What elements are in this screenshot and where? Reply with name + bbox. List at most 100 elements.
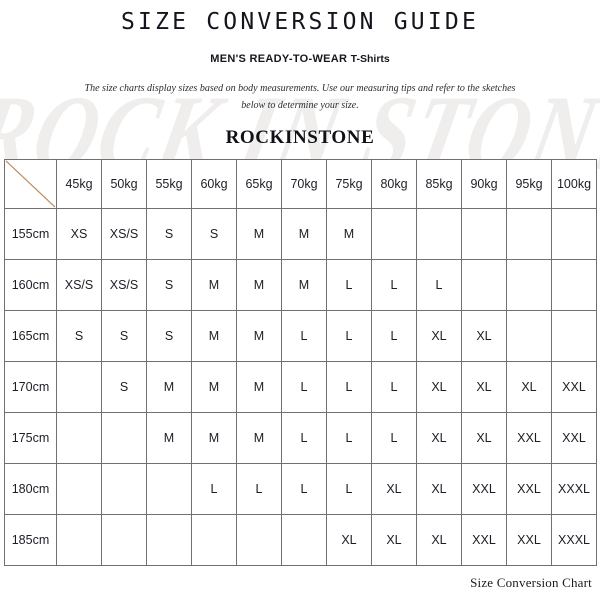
table-row: 165cm S S S M M L L L XL XL <box>4 310 597 362</box>
column-header-75kg: 75kg <box>326 159 372 209</box>
diagonal-divider-icon <box>5 160 56 208</box>
size-cell: XL <box>461 310 507 362</box>
column-header-70kg: 70kg <box>281 159 327 209</box>
page-header: SIZE CONVERSION GUIDE MEN'S READY-TO-WEA… <box>0 0 600 149</box>
table-row: 160cm XS/S XS/S S M M M L L L <box>4 259 597 311</box>
column-header-85kg: 85kg <box>416 159 462 209</box>
size-cell <box>101 463 147 515</box>
size-cell: M <box>146 412 192 464</box>
size-cell: L <box>371 361 417 413</box>
row-header-155cm: 155cm <box>4 208 57 260</box>
size-cell: M <box>281 259 327 311</box>
size-cell <box>461 208 507 260</box>
size-cell: S <box>56 310 102 362</box>
column-header-100kg: 100kg <box>551 159 597 209</box>
size-cell: L <box>326 259 372 311</box>
column-header-95kg: 95kg <box>506 159 552 209</box>
size-cell: L <box>326 310 372 362</box>
size-cell: M <box>191 412 237 464</box>
size-cell <box>506 310 552 362</box>
size-cell: S <box>101 361 147 413</box>
row-header-165cm: 165cm <box>4 310 57 362</box>
table-row: 180cm L L L L XL XL XXL XXL XXXL <box>4 463 597 515</box>
size-cell: L <box>371 310 417 362</box>
size-cell: M <box>236 259 282 311</box>
size-cell: L <box>281 463 327 515</box>
size-cell: XXL <box>506 463 552 515</box>
size-cell: XXL <box>461 463 507 515</box>
column-header-60kg: 60kg <box>191 159 237 209</box>
size-cell: L <box>281 361 327 413</box>
size-conversion-table: 45kg 50kg 55kg 60kg 65kg 70kg 75kg 80kg 85kg 90kg… <box>4 159 597 566</box>
size-cell <box>56 412 102 464</box>
size-cell: XS <box>56 208 102 260</box>
column-header-80kg: 80kg <box>371 159 417 209</box>
size-cell <box>146 514 192 566</box>
size-cell: XL <box>416 361 462 413</box>
size-cell: L <box>281 310 327 362</box>
column-header-90kg: 90kg <box>461 159 507 209</box>
table-row: 170cm S M M M L L L XL XL XL XXL <box>4 361 597 413</box>
size-cell: L <box>326 463 372 515</box>
subtitle-product: T-Shirts <box>350 53 390 65</box>
corner-cell <box>4 159 57 209</box>
size-cell: L <box>371 259 417 311</box>
size-cell: L <box>281 412 327 464</box>
table-header-row-group: 45kg 50kg 55kg 60kg 65kg 70kg 75kg 80kg 85kg 90kg… <box>4 159 597 209</box>
table-row: 175cm M M M L L L XL XL XXL XXL <box>4 412 597 464</box>
size-cell <box>551 259 597 311</box>
row-header-185cm: 185cm <box>4 514 57 566</box>
size-cell: XL <box>416 514 462 566</box>
size-cell: M <box>191 259 237 311</box>
size-cell <box>101 514 147 566</box>
table-body: 155cm XS XS/S S S M M M 160cm XS/S XS/S S M M M L L L 165c… <box>4 208 597 566</box>
size-cell: M <box>281 208 327 260</box>
size-cell <box>461 259 507 311</box>
size-cell <box>416 208 462 260</box>
size-cell <box>281 514 327 566</box>
size-cell: XXL <box>551 361 597 413</box>
size-cell: L <box>326 412 372 464</box>
column-header-65kg: 65kg <box>236 159 282 209</box>
size-cell <box>506 259 552 311</box>
size-cell <box>146 463 192 515</box>
size-cell: L <box>371 412 417 464</box>
size-cell <box>101 412 147 464</box>
row-header-175cm: 175cm <box>4 412 57 464</box>
size-cell: XL <box>461 361 507 413</box>
size-cell: M <box>326 208 372 260</box>
size-cell: L <box>326 361 372 413</box>
size-cell: XXL <box>551 412 597 464</box>
brand-name: ROCKINSTONE <box>225 127 375 148</box>
size-cell: L <box>191 463 237 515</box>
size-cell: XL <box>416 310 462 362</box>
size-cell: XL <box>416 463 462 515</box>
size-cell: XXXL <box>551 514 597 566</box>
column-header-45kg: 45kg <box>56 159 102 209</box>
size-cell: M <box>191 361 237 413</box>
size-cell: S <box>101 310 147 362</box>
size-cell <box>371 208 417 260</box>
size-cell <box>56 514 102 566</box>
row-header-170cm: 170cm <box>4 361 57 413</box>
size-cell: XXL <box>506 514 552 566</box>
size-cell: XXL <box>506 412 552 464</box>
page-subtitle: MEN'S READY-TO-WEAR T-Shirts <box>0 52 600 66</box>
table-row: 185cm XL XL XL XXL XXL XXXL <box>4 514 597 566</box>
size-cell: XXL <box>461 514 507 566</box>
size-cell: M <box>146 361 192 413</box>
size-cell: XL <box>326 514 372 566</box>
column-header-50kg: 50kg <box>101 159 147 209</box>
size-cell: S <box>191 208 237 260</box>
size-cell: XL <box>371 514 417 566</box>
size-cell: XL <box>416 412 462 464</box>
size-cell: M <box>236 361 282 413</box>
size-cell: XS/S <box>56 259 102 311</box>
table-row: 155cm XS XS/S S S M M M <box>4 208 597 260</box>
size-cell: M <box>236 412 282 464</box>
size-cell: S <box>146 259 192 311</box>
size-cell: S <box>146 208 192 260</box>
size-cell <box>56 463 102 515</box>
subtitle-category: MEN'S READY-TO-WEAR <box>210 53 351 65</box>
